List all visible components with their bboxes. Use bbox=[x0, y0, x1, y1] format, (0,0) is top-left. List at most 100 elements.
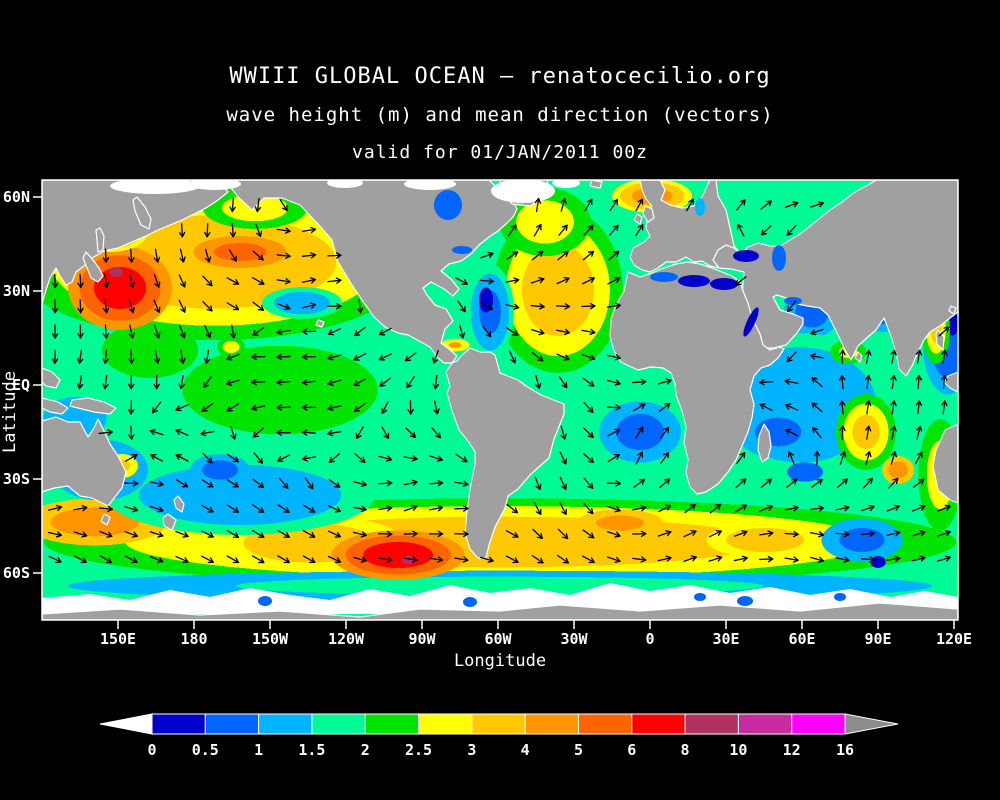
map-layers bbox=[42, 180, 958, 620]
landmass bbox=[95, 227, 105, 253]
colorbar-segment bbox=[151, 713, 206, 735]
landmass bbox=[935, 329, 945, 351]
y-tick-label: 30S bbox=[3, 470, 30, 488]
landmass bbox=[315, 319, 325, 328]
colorbar-tick-label: 16 bbox=[836, 741, 854, 759]
ice-patch bbox=[110, 180, 200, 194]
y-tick-label: 60S bbox=[3, 564, 30, 582]
colorbar-tick-label: 0 bbox=[147, 741, 156, 759]
colorbar-segment bbox=[258, 713, 313, 735]
y-tick-label: EQ bbox=[12, 376, 30, 394]
landmass bbox=[42, 602, 958, 620]
landmass bbox=[854, 351, 863, 363]
colorbar-segment bbox=[577, 713, 633, 735]
x-tick-label: 180 bbox=[180, 630, 207, 648]
landmass bbox=[445, 347, 565, 559]
inland-sea bbox=[784, 297, 802, 305]
wave-height-blob bbox=[775, 456, 835, 488]
landmass bbox=[173, 495, 185, 513]
colorbar-segment bbox=[737, 713, 793, 735]
colorbar-tick-label: 8 bbox=[681, 741, 690, 759]
landmass bbox=[932, 423, 958, 504]
landmass bbox=[42, 180, 229, 307]
x-axis-title: Longitude bbox=[453, 651, 547, 671]
y-tick-label: 30N bbox=[3, 282, 30, 300]
colorbar-tick-label: 2.5 bbox=[405, 741, 432, 759]
wave-height-blob bbox=[572, 508, 668, 538]
colorbar-under-arrow bbox=[99, 713, 153, 735]
ice-patch bbox=[491, 180, 555, 203]
landmass bbox=[100, 513, 111, 526]
ice-patch bbox=[189, 180, 241, 190]
landmass bbox=[82, 251, 104, 283]
colorbar-segment bbox=[791, 713, 846, 735]
y-axis-title: Latitude bbox=[0, 371, 20, 453]
inland-sea bbox=[737, 596, 753, 606]
inland-sea bbox=[463, 597, 477, 607]
x-tick-label: 30E bbox=[712, 630, 739, 648]
inland-sea bbox=[694, 593, 706, 601]
colorbar-segment bbox=[524, 713, 579, 735]
wave-height-blob bbox=[817, 516, 907, 564]
ice-patch bbox=[552, 180, 580, 188]
inland-sea bbox=[834, 593, 846, 601]
colorbar-tick-label: 0.5 bbox=[192, 741, 219, 759]
inland-sea bbox=[710, 278, 738, 290]
colorbar-segment bbox=[684, 713, 739, 735]
x-tick-label: 120E bbox=[936, 630, 972, 648]
inland-sea bbox=[733, 250, 759, 262]
wave-height-blob bbox=[700, 520, 830, 560]
x-tick-label: 0 bbox=[645, 630, 654, 648]
inland-sea bbox=[695, 198, 705, 216]
x-tick-label: 30W bbox=[560, 630, 588, 648]
wave-height-blob bbox=[836, 394, 896, 470]
colorbar-segment bbox=[311, 713, 366, 735]
landmass bbox=[224, 180, 518, 364]
wave-height-blob bbox=[262, 287, 342, 319]
wave-height-blob bbox=[190, 454, 250, 486]
x-tick-label: 60E bbox=[788, 630, 815, 648]
inland-sea bbox=[452, 246, 472, 254]
x-tick-label: 150W bbox=[252, 630, 289, 648]
x-tick-label: 150E bbox=[100, 630, 136, 648]
inland-sea bbox=[650, 272, 678, 282]
landmass bbox=[609, 261, 785, 495]
colorbar-segment bbox=[471, 713, 526, 735]
valid-time-label: valid for 01/JAN/2011 00z bbox=[352, 142, 648, 163]
landmass bbox=[633, 213, 643, 225]
wave-height-blob bbox=[108, 266, 124, 278]
page-title: WWIII GLOBAL OCEAN — renatocecilio.org bbox=[229, 64, 771, 89]
direction-vectors bbox=[48, 197, 951, 564]
colorbar-tick-label: 1 bbox=[254, 741, 263, 759]
wave-height-blob bbox=[165, 338, 395, 442]
inland-sea bbox=[258, 596, 272, 606]
wave-height-blob bbox=[882, 456, 914, 484]
colorbar-segment bbox=[631, 713, 686, 735]
colorbar-tick-label: 10 bbox=[729, 741, 747, 759]
y-tick-label: 60N bbox=[3, 188, 30, 206]
wave-height-blob bbox=[105, 455, 375, 535]
colorbar-segment bbox=[204, 713, 260, 735]
landmass bbox=[162, 513, 177, 531]
colorbar-tick-label: 6 bbox=[627, 741, 636, 759]
colorbar-tick-label: 1.5 bbox=[298, 741, 325, 759]
colorbar-tick-label: 2 bbox=[361, 741, 370, 759]
colorbar-tick-label: 12 bbox=[783, 741, 801, 759]
landmass bbox=[757, 423, 772, 463]
x-tick-label: 90E bbox=[864, 630, 891, 648]
map-frame bbox=[41, 179, 959, 621]
colorbar-segment bbox=[364, 713, 420, 735]
landmass bbox=[69, 397, 117, 415]
wave-height-blob bbox=[217, 337, 245, 357]
landmass bbox=[642, 205, 655, 223]
wave-height-blob bbox=[182, 232, 298, 272]
landmass bbox=[42, 367, 61, 389]
inland-sea bbox=[743, 307, 759, 337]
colorbar-segment bbox=[418, 713, 473, 735]
colorbar-over-arrow bbox=[844, 713, 899, 735]
colorbar: 0 0.5 1 1.5 2 2.5 3 4 5 6 8 10 12 16 bbox=[99, 713, 899, 759]
wave-height-blob bbox=[476, 282, 496, 318]
landmass bbox=[132, 196, 152, 230]
ice-patch bbox=[327, 180, 363, 188]
